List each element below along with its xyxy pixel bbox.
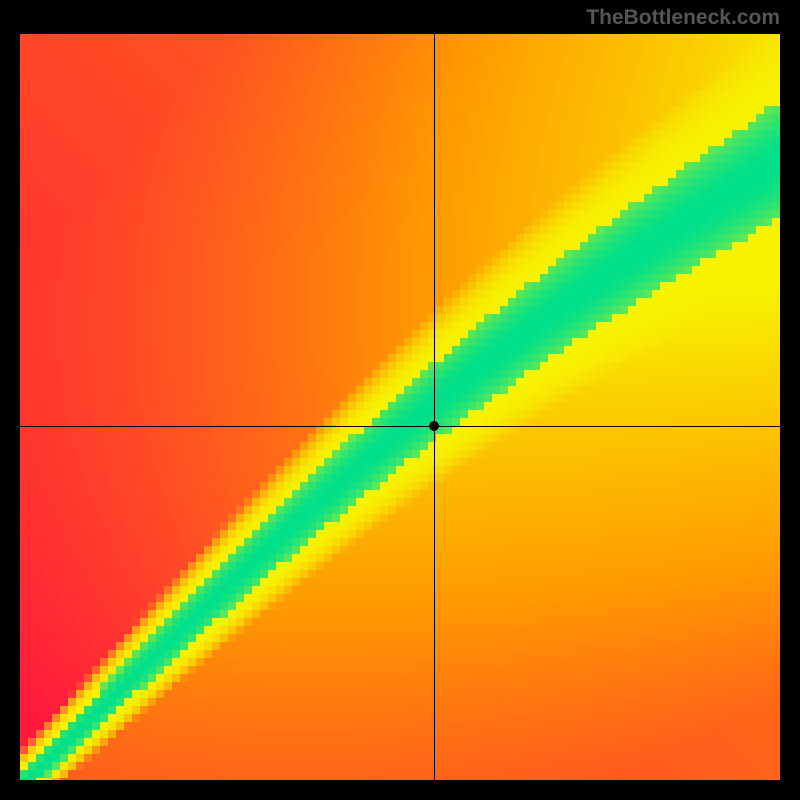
crosshair-horizontal bbox=[20, 426, 780, 427]
heatmap-plot-area bbox=[20, 34, 780, 780]
heatmap-canvas bbox=[20, 34, 780, 780]
watermark-text: TheBottleneck.com bbox=[586, 6, 780, 30]
crosshair-vertical bbox=[434, 34, 435, 780]
crosshair-marker-dot bbox=[429, 421, 439, 431]
